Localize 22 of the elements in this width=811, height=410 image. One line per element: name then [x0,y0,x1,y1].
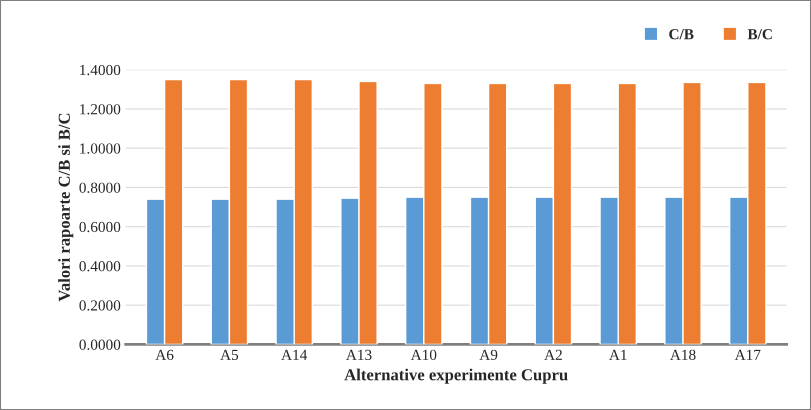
x-tick-label: A18 [670,350,696,360]
x-tick-label: A9 [479,350,498,360]
x-axis-title: Alternative experimente Cupru [344,368,568,384]
y-tick-label: 1.0000 [80,143,120,154]
y-tick-label: 0.6000 [79,222,120,232]
x-tick-label: A17 [734,350,761,360]
x-tick-label: A10 [410,350,436,360]
x-tick-label: A13 [346,350,372,360]
x-tick-label: A14 [281,350,308,360]
x-tick-label: A5 [220,350,238,360]
x-tick-label: A1 [609,350,627,360]
y-tick-label: 0.4000 [79,261,120,272]
legend-label: C/B [669,29,694,40]
y-tick-label: 1.4000 [80,64,120,76]
y-axis-title: Valori rapoarte C/B si B/C [58,114,74,302]
x-tick-label: A6 [155,350,174,360]
x-tick-label: A2 [544,350,562,360]
y-tick-label: 0.0000 [79,340,120,350]
y-tick-label: 1.2000 [80,104,120,114]
y-tick-label: 0.2000 [79,300,120,311]
legend-label: B/C [748,29,772,40]
y-tick-label: 0.8000 [79,182,120,193]
